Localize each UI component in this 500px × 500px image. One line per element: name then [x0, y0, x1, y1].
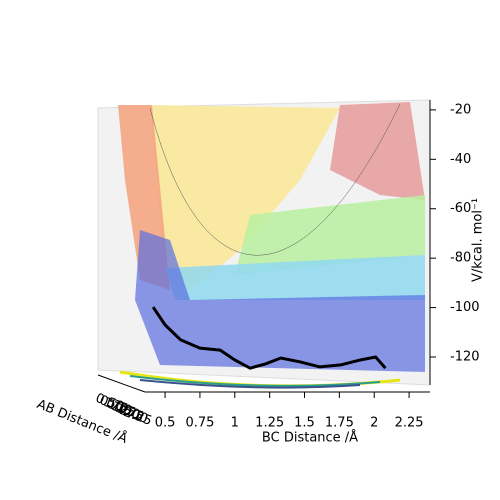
x-tick-label: 0.75 — [185, 416, 214, 431]
y-tick-label: -60 — [450, 201, 471, 216]
x-tick-label: 1.25 — [255, 416, 284, 431]
x-tick-label: 1.5 — [294, 416, 315, 431]
x-tick-label: 2.25 — [395, 416, 424, 431]
y-axis-label: V/kcal. mol⁻¹ — [471, 198, 486, 282]
x-tick-label: 1 — [231, 416, 239, 431]
depth-tick-label: 2.25 — [121, 405, 153, 429]
y-tick-label: -80 — [450, 251, 471, 266]
depth-axis — [97, 374, 146, 393]
trajectory-line — [151, 306, 387, 370]
y-tick-label: -100 — [450, 300, 480, 315]
y-tick-label: -120 — [450, 350, 480, 365]
surface — [97, 99, 431, 389]
x-tick-label: 2 — [370, 416, 378, 431]
x-axis-label: BC Distance /Å — [262, 430, 358, 446]
x-tick-label: 1.75 — [325, 416, 354, 431]
x-tick-label: 0.5 — [155, 416, 176, 431]
y-tick-label: -40 — [450, 152, 471, 167]
y-tick-label: -20 — [450, 102, 471, 117]
